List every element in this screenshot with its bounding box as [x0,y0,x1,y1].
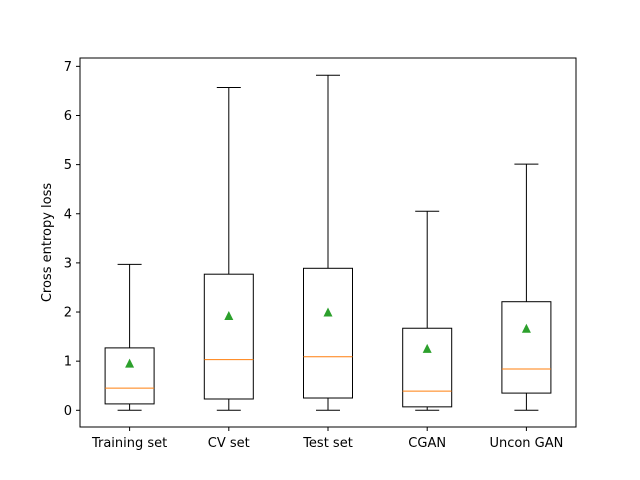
x-tick-label: CV set [208,436,250,451]
x-tick-label: Uncon GAN [489,436,563,451]
box-test-set [303,74,353,411]
y-tick-label: 0 [64,404,72,419]
plot-area [104,74,552,411]
x-tick-label: Training set [91,436,167,451]
box-cgan [402,210,453,411]
y-tick-label: 3 [64,256,72,271]
y-tick-label: 6 [64,109,72,124]
y-tick-label: 5 [64,158,72,173]
x-tick-label: Test set [302,436,353,451]
mean-marker [422,343,432,353]
box-uncon-gan [501,163,552,411]
iqr-box [303,267,353,399]
iqr-box [501,301,552,394]
plot-frame [79,57,577,428]
mean-marker [521,323,531,333]
box-training-set [104,263,155,411]
mean-marker [323,307,333,317]
x-tick-label: CGAN [408,436,446,451]
y-tick-label: 4 [64,207,72,222]
mean-marker [224,310,234,320]
y-tick-label: 7 [64,60,72,75]
iqr-box [104,347,155,405]
iqr-box [402,327,453,408]
mean-marker [125,358,135,368]
iqr-box [203,273,254,400]
y-tick-label: 2 [64,306,72,321]
y-tick-label: 1 [64,355,72,370]
y-axis-ticks: 0 1 2 3 4 5 6 7 [64,60,80,419]
x-axis-ticks: Training set CV set Test set CGAN Uncon GAN [91,427,563,451]
box-cv-set [203,86,254,411]
y-axis-label: Cross entropy loss [40,183,55,303]
